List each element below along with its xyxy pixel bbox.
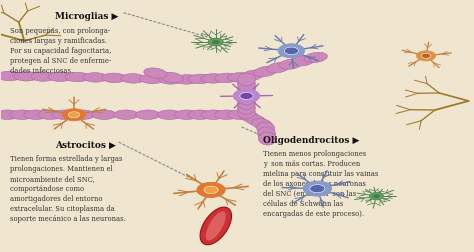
Ellipse shape <box>70 110 95 119</box>
Ellipse shape <box>83 73 108 82</box>
Ellipse shape <box>257 127 275 140</box>
Ellipse shape <box>237 78 255 91</box>
Circle shape <box>233 89 260 103</box>
Ellipse shape <box>24 110 48 119</box>
Ellipse shape <box>257 122 275 135</box>
Ellipse shape <box>246 115 266 126</box>
Ellipse shape <box>52 110 77 119</box>
Ellipse shape <box>200 207 231 245</box>
Ellipse shape <box>237 73 255 86</box>
Ellipse shape <box>114 110 138 119</box>
Ellipse shape <box>140 74 164 84</box>
Ellipse shape <box>237 106 255 119</box>
Ellipse shape <box>121 74 146 83</box>
Ellipse shape <box>188 74 212 84</box>
Ellipse shape <box>254 66 277 77</box>
Ellipse shape <box>9 110 34 119</box>
Ellipse shape <box>0 110 20 119</box>
Circle shape <box>310 185 325 193</box>
Ellipse shape <box>228 73 252 82</box>
Ellipse shape <box>206 211 226 240</box>
Circle shape <box>278 44 305 58</box>
Circle shape <box>369 193 383 200</box>
Circle shape <box>68 112 80 118</box>
Ellipse shape <box>201 110 226 119</box>
Ellipse shape <box>0 71 21 81</box>
Ellipse shape <box>38 110 63 119</box>
Ellipse shape <box>239 111 260 122</box>
Ellipse shape <box>237 87 255 100</box>
Circle shape <box>212 40 219 44</box>
Circle shape <box>204 186 218 194</box>
Text: Tienen forma estrellada y largas
prolongaciones. Mantienen el
microambiente del : Tienen forma estrellada y largas prolong… <box>10 155 126 224</box>
Circle shape <box>63 109 85 121</box>
Circle shape <box>421 53 431 58</box>
Ellipse shape <box>304 52 328 63</box>
Ellipse shape <box>14 72 38 81</box>
Text: Astrocitos ▶: Astrocitos ▶ <box>55 141 116 150</box>
Circle shape <box>417 51 436 61</box>
Ellipse shape <box>237 92 255 105</box>
Text: Oligodendrocitos ▶: Oligodendrocitos ▶ <box>263 136 359 145</box>
Ellipse shape <box>258 132 276 145</box>
Ellipse shape <box>31 72 55 81</box>
Ellipse shape <box>174 75 199 84</box>
Circle shape <box>303 181 331 196</box>
Ellipse shape <box>65 72 90 82</box>
Ellipse shape <box>237 82 255 96</box>
Ellipse shape <box>237 101 255 114</box>
Ellipse shape <box>136 110 160 119</box>
Ellipse shape <box>279 59 302 69</box>
Text: Son pequeñas, con prolonga-
ciones largas y ramificadas.
Por su capacidad fagoci: Son pequeñas, con prolonga- ciones larga… <box>10 27 111 75</box>
Circle shape <box>208 38 223 46</box>
Ellipse shape <box>160 72 184 83</box>
Circle shape <box>284 47 299 55</box>
Text: Microglias ▶: Microglias ▶ <box>55 12 118 21</box>
Ellipse shape <box>214 110 239 119</box>
Ellipse shape <box>241 70 264 80</box>
Text: Tienen menos prolongaciones
y  son más cortas. Producen
mielina para constituir : Tienen menos prolongaciones y son más co… <box>263 150 378 218</box>
Circle shape <box>373 194 380 198</box>
Ellipse shape <box>252 118 273 130</box>
Ellipse shape <box>144 68 167 78</box>
Ellipse shape <box>102 73 127 83</box>
Circle shape <box>240 92 253 100</box>
Ellipse shape <box>188 110 212 119</box>
Ellipse shape <box>157 110 182 119</box>
Circle shape <box>197 182 225 197</box>
Ellipse shape <box>292 56 315 66</box>
Ellipse shape <box>228 110 252 119</box>
Ellipse shape <box>159 75 183 84</box>
Ellipse shape <box>237 97 255 109</box>
Ellipse shape <box>201 74 226 83</box>
Ellipse shape <box>174 110 199 119</box>
Ellipse shape <box>266 62 290 73</box>
Ellipse shape <box>92 110 117 119</box>
Ellipse shape <box>48 72 73 81</box>
Ellipse shape <box>214 73 239 83</box>
